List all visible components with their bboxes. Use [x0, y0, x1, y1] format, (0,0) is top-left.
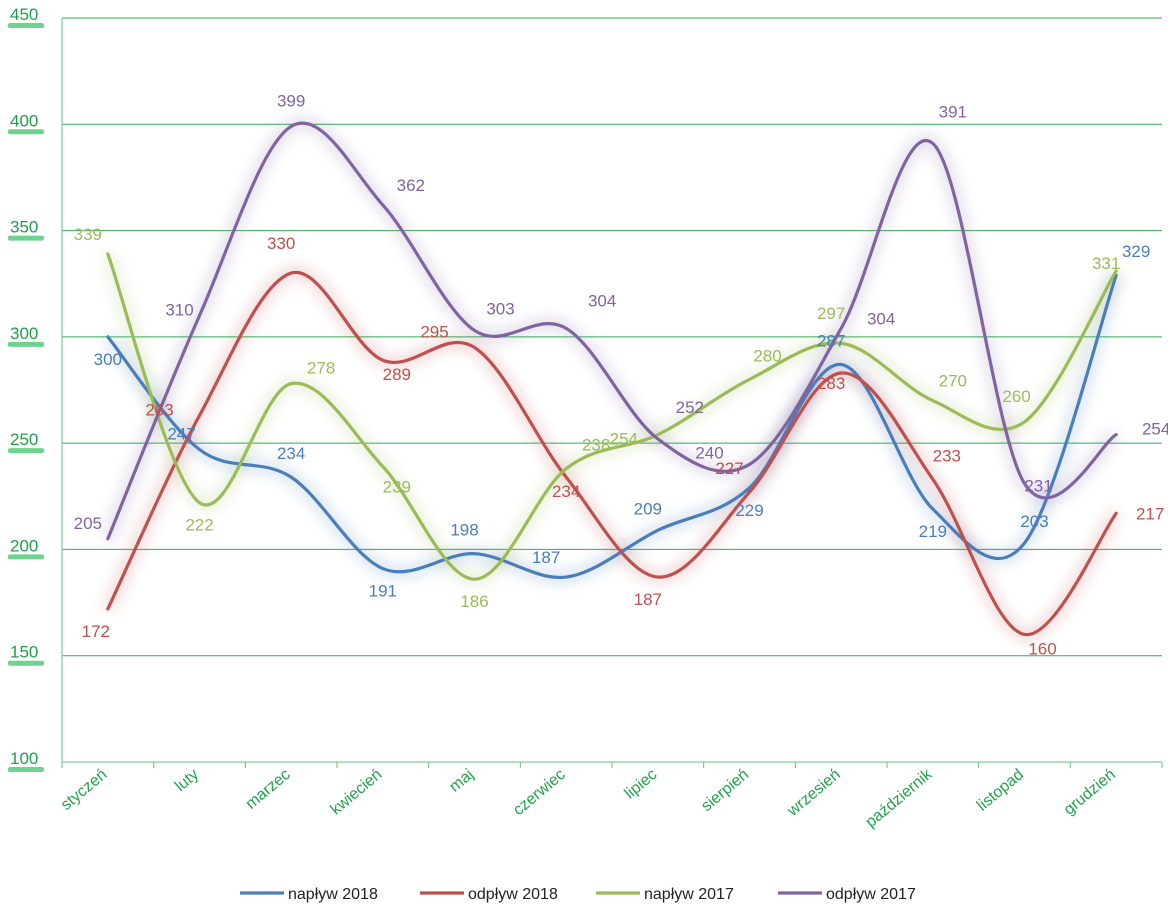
- legend: napływ 2018 odpływ 2018 napływ 2017 odpływ …: [240, 886, 916, 903]
- data-label: 295: [420, 322, 448, 341]
- data-label: 247: [167, 425, 195, 444]
- data-label: 229: [735, 501, 763, 520]
- data-label: 191: [369, 582, 397, 601]
- axes: 100 150 200 250 300 350 400 450 styczeń luty marze…: [8, 5, 1163, 831]
- data-label: 238: [582, 436, 610, 455]
- data-label: 186: [460, 592, 488, 611]
- x-tick-label: kwiecień: [327, 766, 385, 818]
- data-label: 172: [82, 622, 110, 641]
- data-labels: 300 247 234 191 198 187 209 229 287 219 203 329 172 2…: [74, 91, 1168, 658]
- series-glow-path: [102, 117, 1120, 542]
- data-label: 260: [1002, 387, 1030, 406]
- data-label: 233: [933, 446, 961, 465]
- y-tick-label: 100: [10, 749, 38, 768]
- series-line: [106, 252, 1118, 581]
- y-tick-mark: [8, 235, 44, 241]
- x-tick-label: marzec: [243, 766, 294, 813]
- data-label: 304: [867, 309, 895, 328]
- data-label: 329: [1122, 242, 1150, 261]
- data-label: 280: [753, 346, 781, 365]
- legend-label: odpływ 2017: [826, 886, 916, 903]
- data-label: 297: [817, 304, 845, 323]
- legend-label: odpływ 2018: [468, 886, 558, 903]
- x-tick-label: wrzesień: [784, 766, 844, 820]
- data-label: 391: [939, 102, 967, 121]
- x-tick-label: czerwiec: [510, 766, 569, 819]
- data-label: 287: [817, 331, 845, 350]
- data-label: 240: [695, 443, 723, 462]
- data-label: 198: [450, 521, 478, 540]
- data-label: 310: [165, 301, 193, 320]
- data-label: 399: [277, 91, 305, 110]
- data-label: 270: [939, 372, 967, 391]
- legend-label: napływ 2017: [644, 886, 734, 903]
- data-label: 205: [74, 514, 102, 533]
- x-tick-label: grudzień: [1061, 766, 1119, 818]
- data-label: 300: [94, 350, 122, 369]
- data-label: 254: [610, 430, 638, 449]
- x-tick-label: październik: [862, 765, 936, 831]
- y-tick-mark: [8, 23, 44, 28]
- x-tick-label: maj: [446, 766, 477, 796]
- y-tick-label: 350: [10, 218, 38, 237]
- y-tick-mark: [8, 554, 44, 560]
- data-label: 234: [277, 444, 305, 463]
- data-label: 304: [588, 291, 616, 310]
- y-tick-label: 400: [10, 111, 38, 130]
- data-label: 203: [1020, 512, 1048, 531]
- x-tick-label: listopad: [974, 766, 1027, 814]
- x-tick-label: luty: [172, 766, 202, 795]
- data-label: 254: [1142, 420, 1168, 439]
- y-tick-label: 200: [10, 536, 38, 555]
- data-label: 222: [185, 516, 213, 535]
- data-label: 263: [145, 401, 173, 420]
- data-label: 217: [1136, 504, 1164, 523]
- series-line: [106, 270, 1118, 637]
- y-tick-mark: [8, 448, 44, 454]
- data-label: 239: [383, 478, 411, 497]
- series-line: [106, 273, 1118, 580]
- data-label: 209: [634, 499, 662, 518]
- data-label: 289: [383, 365, 411, 384]
- y-tick-mark: [8, 767, 44, 772]
- data-label: 303: [486, 299, 514, 318]
- data-label: 160: [1028, 639, 1056, 658]
- legend-label: napływ 2018: [288, 886, 378, 903]
- data-label: 187: [532, 548, 560, 567]
- data-label: 330: [267, 234, 295, 253]
- y-tick-mark: [8, 341, 44, 347]
- x-tick-label: lipiec: [622, 766, 661, 802]
- data-label: 219: [919, 522, 947, 541]
- data-label: 252: [676, 398, 704, 417]
- y-tick-label: 300: [10, 324, 38, 343]
- y-tick-label: 250: [10, 430, 38, 449]
- y-tick-mark: [8, 129, 44, 135]
- data-label: 278: [307, 359, 335, 378]
- y-tick-label: 450: [10, 5, 38, 24]
- y-tick-label: 150: [10, 643, 38, 662]
- data-label: 227: [715, 459, 743, 478]
- data-label: 362: [397, 176, 425, 195]
- data-label: 234: [552, 482, 580, 501]
- series-lines: [106, 121, 1118, 637]
- x-tick-label: sierpień: [698, 766, 752, 815]
- y-tick-mark: [8, 660, 44, 666]
- data-label: 283: [817, 374, 845, 393]
- x-tick-label: styczeń: [58, 766, 110, 814]
- data-label: 339: [74, 225, 102, 244]
- data-label: 331: [1092, 254, 1120, 273]
- series-line: [106, 121, 1118, 541]
- data-label: 187: [634, 590, 662, 609]
- data-label: 231: [1024, 477, 1052, 496]
